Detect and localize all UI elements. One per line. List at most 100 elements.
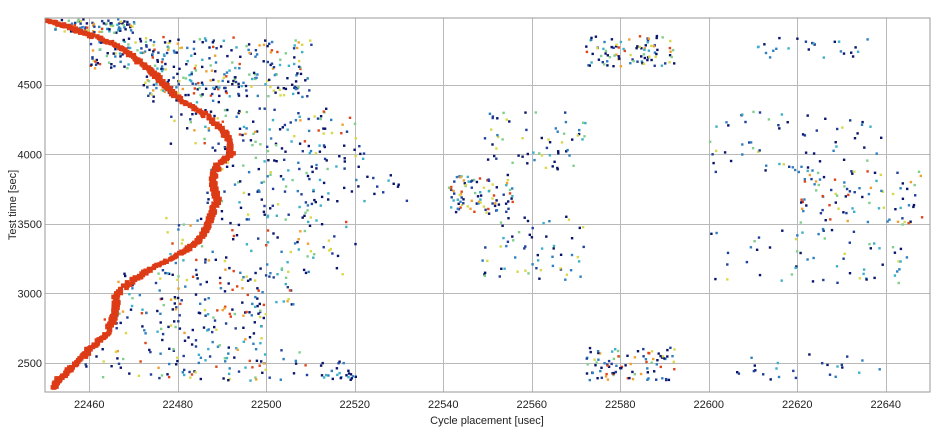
scatter-point (587, 64, 590, 67)
scatter-point (158, 376, 161, 380)
scatter-point (209, 79, 212, 82)
scatter-point (175, 306, 178, 309)
scatter-point (199, 217, 203, 221)
scatter-point (175, 86, 178, 89)
scatter-point (190, 71, 193, 74)
scatter-point (301, 95, 304, 99)
scatter-point (213, 87, 216, 91)
scatter-point (526, 219, 530, 223)
scatter-point (576, 255, 579, 259)
scatter-point (228, 266, 231, 270)
scatter-point (897, 260, 900, 263)
scatter-point (614, 348, 617, 351)
scatter-point (556, 166, 559, 170)
scatter-point (154, 281, 158, 285)
scatter-point (726, 278, 729, 281)
scatter-point (207, 259, 210, 262)
scatter-point (318, 144, 321, 147)
trace-point (201, 113, 206, 119)
scatter-point (304, 201, 308, 204)
scatter-point (149, 92, 152, 95)
scatter-point (456, 207, 459, 210)
scatter-point (218, 94, 221, 98)
scatter-point (803, 180, 807, 183)
scatter-point (223, 146, 227, 149)
scatter-point (178, 67, 181, 70)
scatter-point (567, 218, 571, 221)
scatter-point (311, 170, 314, 174)
scatter-point (307, 220, 310, 224)
scatter-point (260, 325, 263, 328)
scatter-point (298, 115, 301, 118)
trace-point (206, 213, 212, 218)
scatter-point (604, 52, 607, 55)
scatter-point (611, 350, 614, 353)
scatter-point (741, 143, 744, 146)
scatter-point (205, 70, 208, 73)
scatter-point (750, 356, 753, 359)
scatter-point (186, 127, 189, 130)
scatter-point (250, 249, 253, 253)
scatter-point (247, 193, 251, 196)
scatter-point (524, 269, 527, 272)
scatter-point (160, 60, 164, 64)
scatter-point (257, 189, 260, 192)
scatter-point (350, 190, 354, 193)
gridlines (45, 18, 930, 392)
scatter-point (275, 214, 278, 217)
scatter-point (122, 23, 125, 27)
scatter-point (646, 378, 649, 381)
scatter-point (255, 53, 259, 56)
scatter-point (657, 352, 660, 355)
scatter-point (847, 193, 850, 197)
trace-point (114, 307, 119, 313)
tick-labels: 22460 22480 22500 22520 22540 22560 22580 22600… (18, 80, 902, 411)
scatter-point (224, 360, 227, 363)
scatter-point (596, 377, 599, 380)
scatter-point (253, 279, 257, 282)
scatter-point (160, 69, 164, 73)
scatter-point (85, 22, 89, 25)
scatter-point (300, 193, 303, 196)
scatter-point (318, 178, 322, 182)
scatter-point (562, 132, 566, 135)
scatter-point (268, 42, 271, 45)
scatter-point (79, 20, 82, 23)
scatter-point (881, 190, 885, 193)
scatter-point (806, 258, 809, 261)
scatter-point (220, 217, 224, 221)
scatter-point (293, 56, 296, 59)
scatter-point (846, 219, 849, 223)
trace-point (62, 373, 67, 378)
scatter-point (237, 94, 241, 97)
scatter-point (176, 278, 179, 281)
scatter-point (909, 180, 913, 184)
scatter-point (787, 47, 790, 50)
scatter-point (218, 344, 221, 347)
scatter-point (863, 146, 866, 149)
scatter-point (177, 275, 180, 278)
scatter-point (242, 164, 245, 167)
scatter-point (176, 356, 179, 359)
scatter-point (655, 52, 658, 56)
scatter-point (173, 302, 176, 305)
scatter-point (185, 278, 189, 282)
scatter-point (189, 224, 192, 227)
scatter-point (524, 245, 527, 248)
scatter-point (161, 338, 164, 342)
trace-point (113, 316, 118, 321)
scatter-point (355, 178, 358, 182)
trace-point (105, 331, 111, 337)
scatter-point (73, 23, 77, 27)
trace-point (111, 309, 116, 315)
scatter-point (145, 75, 149, 78)
scatter-point (886, 220, 889, 223)
scatter-point (600, 366, 603, 369)
scatter-point (269, 272, 272, 275)
scatter-point (327, 192, 330, 195)
scatter-point (219, 281, 222, 285)
scatter-point (117, 29, 120, 32)
scatter-point (708, 140, 712, 143)
trace-point (132, 275, 138, 280)
scatter-point (121, 310, 125, 313)
